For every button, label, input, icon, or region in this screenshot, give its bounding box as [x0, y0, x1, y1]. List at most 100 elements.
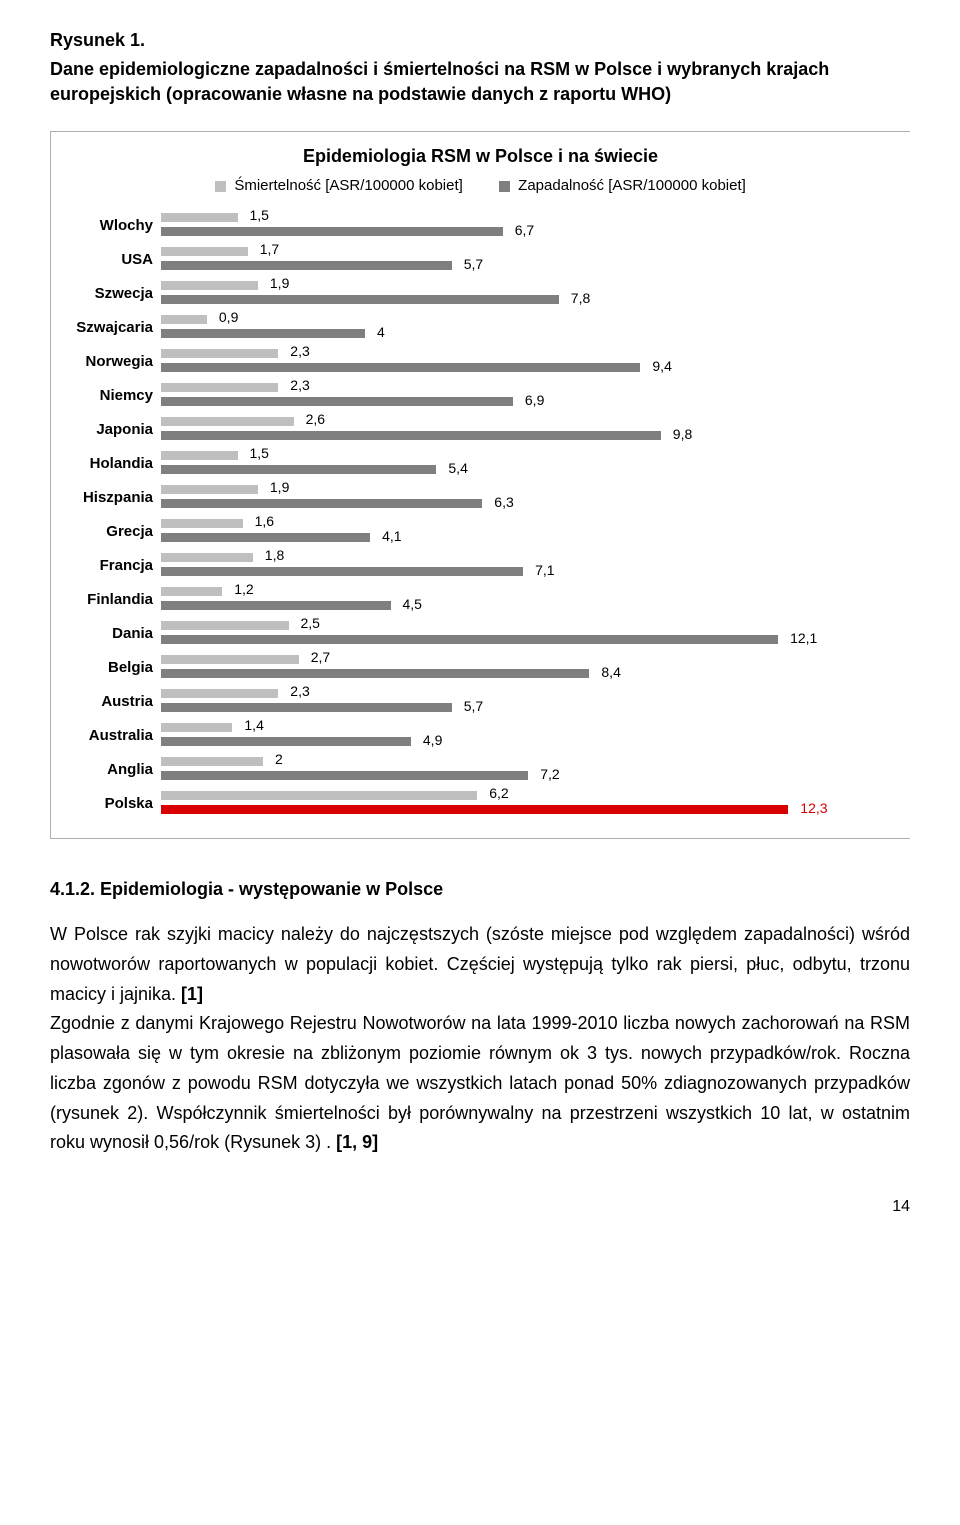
bar-mortality: [161, 689, 278, 698]
chart-category-label: Japonia: [61, 412, 161, 446]
chart-row: Austria2,35,7: [61, 684, 900, 718]
legend-swatch-incidence: [499, 181, 510, 192]
value-mortality: 1,9: [270, 276, 289, 290]
bar-incidence: [161, 499, 482, 508]
value-incidence: 4,9: [423, 733, 442, 747]
bar-mortality: [161, 791, 477, 800]
bar-mortality: [161, 723, 232, 732]
bar-mortality: [161, 655, 299, 664]
chart-row: Hiszpania1,96,3: [61, 480, 900, 514]
chart-category-label: Holandia: [61, 446, 161, 480]
value-mortality: 1,8: [265, 548, 284, 562]
chart-bar-group: 2,6 9,8: [161, 412, 900, 446]
body-paragraph: W Polsce rak szyjki macicy należy do naj…: [50, 920, 910, 1009]
legend-label-mortality: Śmiertelność [ASR/100000 kobiet]: [234, 177, 462, 194]
chart-category-label: Szwecja: [61, 276, 161, 310]
value-mortality: 2,5: [301, 616, 320, 630]
chart-container: Epidemiologia RSM w Polsce i na świecie …: [50, 131, 910, 839]
chart-bar-group: 1,9 7,8: [161, 276, 900, 310]
chart-category-label: USA: [61, 242, 161, 276]
legend-swatch-mortality: [215, 181, 226, 192]
chart-category-label: Niemcy: [61, 378, 161, 412]
chart-row: Grecja 1,6 4,1: [61, 514, 900, 548]
chart-bar-group: 1,96,3: [161, 480, 900, 514]
value-incidence: 4,1: [382, 529, 401, 543]
value-incidence: 6,9: [525, 393, 544, 407]
bar-mortality: [161, 417, 294, 426]
chart-row: Polska 6,2 12,3: [61, 786, 900, 820]
section-heading: 4.1.2. Epidemiologia - występowanie w Po…: [50, 879, 910, 900]
chart-bar-group: 1,56,7: [161, 208, 900, 242]
chart-row: Szwecja 1,9 7,8: [61, 276, 900, 310]
value-incidence: 6,7: [515, 223, 534, 237]
bar-mortality: [161, 553, 253, 562]
bar-incidence: [161, 669, 589, 678]
chart-bar-group: 2,7 8,4: [161, 650, 900, 684]
chart-bar-group: 1,4 4,9: [161, 718, 900, 752]
bar-mortality: [161, 383, 278, 392]
bar-incidence: [161, 635, 778, 644]
chart-category-label: Austria: [61, 684, 161, 718]
chart-category-label: Polska: [61, 786, 161, 820]
chart-rows: Wlochy1,56,7USA1,75,7Szwecja1,97,8Szwajc…: [61, 208, 900, 820]
bar-incidence: [161, 329, 365, 338]
value-mortality: 1,2: [234, 582, 253, 596]
value-incidence: 9,8: [673, 427, 692, 441]
value-mortality: 0,9: [219, 310, 238, 324]
value-incidence: 12,3: [800, 801, 827, 815]
chart-bar-group: 6,2 12,3: [161, 786, 900, 820]
bar-mortality: [161, 757, 263, 766]
bar-incidence: [161, 261, 452, 270]
bar-incidence: [161, 363, 640, 372]
bar-mortality: [161, 247, 248, 256]
bar-incidence: [161, 771, 528, 780]
bar-incidence: [161, 805, 788, 814]
chart-bar-group: 1,2 4,5: [161, 582, 900, 616]
bar-mortality: [161, 213, 238, 222]
chart-row: USA1,75,7: [61, 242, 900, 276]
chart-category-label: Francja: [61, 548, 161, 582]
value-incidence: 8,4: [601, 665, 620, 679]
chart-category-label: Australia: [61, 718, 161, 752]
value-mortality: 6,2: [489, 786, 508, 800]
section-body: W Polsce rak szyjki macicy należy do naj…: [50, 920, 910, 1158]
chart-category-label: Grecja: [61, 514, 161, 548]
value-mortality: 2: [275, 752, 283, 766]
value-mortality: 2,6: [306, 412, 325, 426]
value-incidence: 7,2: [540, 767, 559, 781]
value-incidence: 9,4: [652, 359, 671, 373]
page-number: 14: [50, 1198, 910, 1216]
chart-category-label: Dania: [61, 616, 161, 650]
chart-bar-group: 2,35,7: [161, 684, 900, 718]
chart-row: Belgia2,78,4: [61, 650, 900, 684]
value-mortality: 1,4: [244, 718, 263, 732]
chart-title: Epidemiologia RSM w Polsce i na świecie: [61, 146, 900, 167]
bar-incidence: [161, 465, 436, 474]
chart-row: Finlandia 1,2 4,5: [61, 582, 900, 616]
chart-row: Szwajcaria0,94: [61, 310, 900, 344]
value-mortality: 1,6: [255, 514, 274, 528]
value-incidence: 7,8: [571, 291, 590, 305]
bar-mortality: [161, 281, 258, 290]
bar-incidence: [161, 737, 411, 746]
chart-row: Norwegia2,39,4: [61, 344, 900, 378]
bar-incidence: [161, 397, 513, 406]
chart-row: Wlochy1,56,7: [61, 208, 900, 242]
chart-category-label: Anglia: [61, 752, 161, 786]
chart-row: Holandia1,55,4: [61, 446, 900, 480]
value-incidence: 4: [377, 325, 385, 339]
chart-bar-group: 0,94: [161, 310, 900, 344]
bar-incidence: [161, 431, 661, 440]
chart-bar-group: 1,6 4,1: [161, 514, 900, 548]
bar-mortality: [161, 315, 207, 324]
value-mortality: 2,3: [290, 378, 309, 392]
value-incidence: 4,5: [403, 597, 422, 611]
chart-category-label: Norwegia: [61, 344, 161, 378]
chart-bar-group: 27,2: [161, 752, 900, 786]
bar-incidence: [161, 295, 559, 304]
bar-mortality: [161, 451, 238, 460]
value-mortality: 2,3: [290, 684, 309, 698]
value-mortality: 2,7: [311, 650, 330, 664]
chart-row: Dania2,512,1: [61, 616, 900, 650]
chart-category-label: Finlandia: [61, 582, 161, 616]
